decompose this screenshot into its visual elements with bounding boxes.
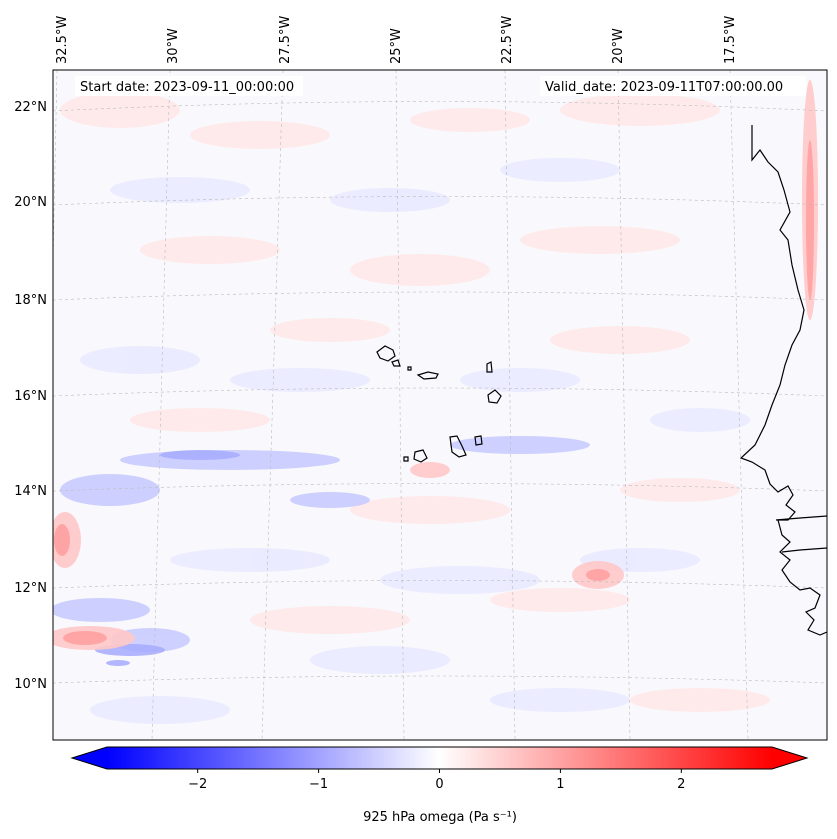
lon-label-32-5w: 32.5°W [55,16,70,64]
map-panel: Start date: 2023-09-11_00:00:00 Valid_da… [53,70,827,740]
coastlines [739,125,827,636]
lon-label-17-5w: 17.5°W [723,16,738,64]
lon-label-22-5w: 22.5°W [500,16,515,64]
valid-date-box [540,76,806,96]
gridlines [53,70,827,740]
colorbar-tick-label: 0 [435,777,443,792]
valid-date-text: Valid_date: 2023-09-11T07:00:00.00 [545,80,783,95]
colorbar-ticks: −2 −1 0 1 2 [188,769,685,792]
island-fogo [413,449,428,463]
lat-label-14n: 14°N [14,484,47,499]
colorbar-tick-label: −1 [309,777,328,792]
lat-label-16n: 16°N [14,389,47,404]
start-date-text: Start date: 2023-09-11_00:00:00 [80,80,294,95]
lon-label-25w: 25°W [389,28,404,64]
lat-label-22n: 22°N [14,100,47,115]
colorbar-gradient [107,747,772,769]
island-brava [403,456,409,462]
cape-verde-islands [376,345,502,463]
start-date-box [75,76,303,96]
map-border [52,69,828,741]
island-sao-nicolau [416,371,439,380]
colorbar: −2 −1 0 1 2 925 hPa omega (Pa s⁻¹) [70,746,809,825]
lon-label-30w: 30°W [166,28,181,64]
island-boa-vista [487,389,502,404]
lat-label-10n: 10°N [14,677,47,692]
island-maio [474,435,483,446]
african-coastline [739,125,827,636]
colorbar-label: 925 hPa omega (Pa s⁻¹) [363,810,517,825]
island-sal [486,361,493,373]
colorbar-tick-label: 2 [677,777,685,792]
colorbar-extend-max [772,747,807,769]
colorbar-tick-label: −2 [188,777,207,792]
lon-label-27-5w: 27.5°W [278,16,293,64]
omega-field [53,80,818,724]
longitude-labels: 32.5°W 30°W 27.5°W 25°W 22.5°W 20°W 17.5… [55,16,738,64]
island-santo-antao [376,345,396,362]
island-santiago [449,435,467,458]
colorbar-outline [70,746,809,770]
lat-label-12n: 12°N [14,581,47,596]
lat-label-18n: 18°N [14,293,47,308]
colorbar-tick-label: 1 [556,777,564,792]
colorbar-extend-min [72,747,107,769]
island-sao-vicente [391,359,401,367]
lon-label-20w: 20°W [611,28,626,64]
lat-label-20n: 20°N [14,195,47,210]
latitude-labels: 22°N 20°N 18°N 16°N 14°N 12°N 10°N [14,100,47,692]
